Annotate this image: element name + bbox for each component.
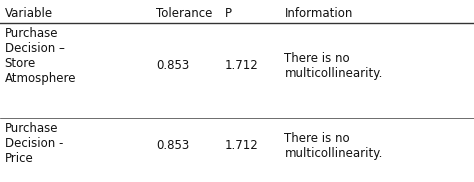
Text: Variable: Variable [5,7,53,20]
Text: 1.712: 1.712 [225,59,259,72]
Text: 0.853: 0.853 [156,59,190,72]
Text: Purchase
Decision -
Price: Purchase Decision - Price [5,122,63,165]
Text: Tolerance: Tolerance [156,7,213,20]
Text: Purchase
Decision –
Store
Atmosphere: Purchase Decision – Store Atmosphere [5,27,76,85]
Text: 0.853: 0.853 [156,139,190,152]
Text: 1.712: 1.712 [225,139,259,152]
Text: There is no
multicollinearity.: There is no multicollinearity. [284,52,383,80]
Text: P: P [225,7,232,20]
Text: There is no
multicollinearity.: There is no multicollinearity. [284,132,383,160]
Text: Information: Information [284,7,353,20]
